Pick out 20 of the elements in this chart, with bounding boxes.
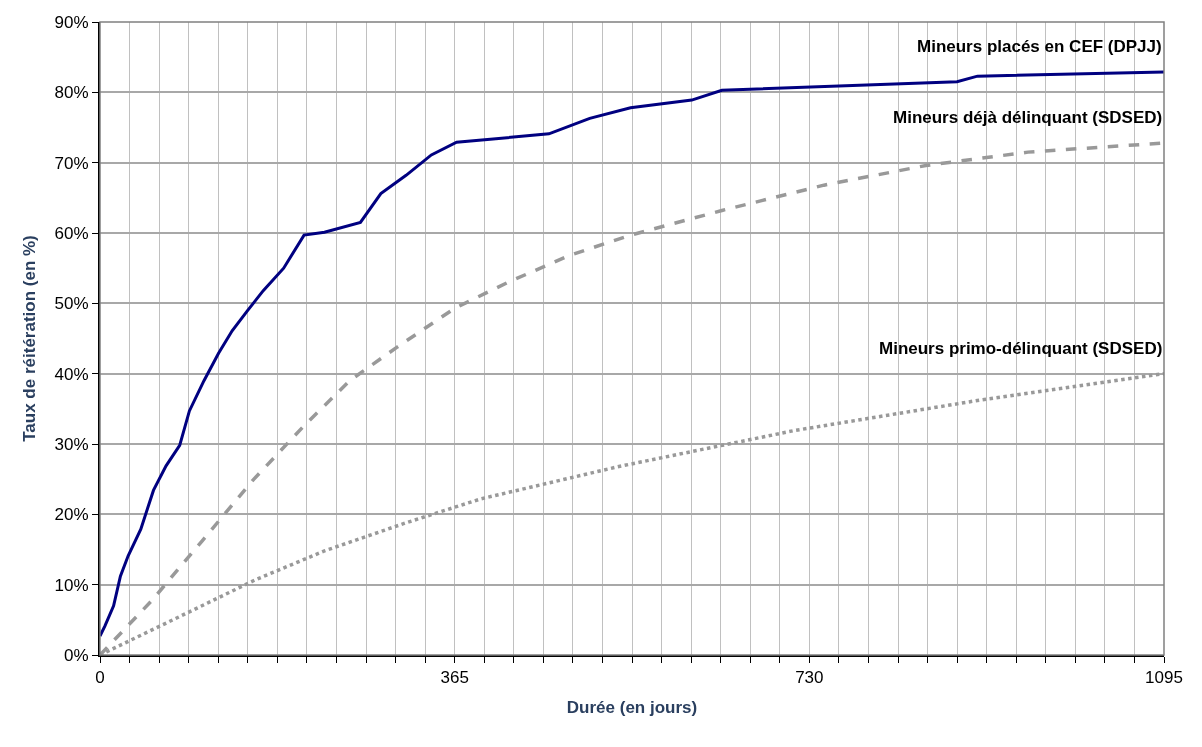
x-tick-label: 1095	[1145, 668, 1183, 688]
x-tick-label: 0	[95, 668, 105, 688]
y-axis-title: Taux de réitération (en %)	[19, 235, 39, 442]
series-label: Mineurs primo-délinquant (SDSED)	[879, 339, 1163, 358]
x-tick-label: 730	[795, 668, 824, 688]
y-tick-label: 70%	[54, 153, 89, 173]
y-tick-label: 10%	[54, 575, 89, 595]
y-tick-label: 20%	[54, 505, 89, 525]
y-tick-label: 90%	[54, 12, 89, 32]
series-label: Mineurs déjà délinquant (SDSED)	[893, 108, 1163, 127]
x-axis-title: Durée (en jours)	[566, 698, 698, 718]
y-tick-label: 40%	[54, 364, 89, 384]
y-tick-label: 60%	[54, 223, 89, 243]
y-tick-label: 80%	[54, 83, 89, 103]
y-tick-label: 0%	[64, 645, 89, 665]
series-label: Mineurs placés en CEF (DPJJ)	[917, 37, 1162, 56]
line-series	[100, 70, 1164, 638]
y-tick-label: 30%	[54, 434, 89, 454]
y-tick-label: 50%	[54, 294, 89, 314]
x-tick-label: 365	[440, 668, 469, 688]
